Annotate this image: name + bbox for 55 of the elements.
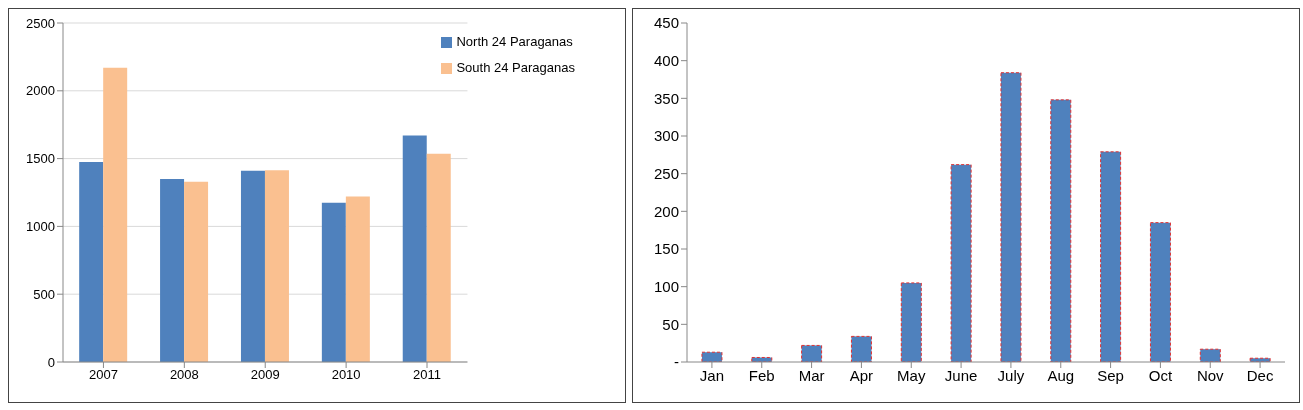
y-tick-label: 50 [662, 315, 679, 333]
bar [184, 181, 209, 362]
bar [850, 335, 872, 362]
bar [240, 170, 265, 362]
legend-label: North 24 Paraganas [456, 34, 573, 49]
bar [1000, 72, 1022, 362]
x-tick-label: 2007 [88, 367, 118, 383]
y-tick-label: 450 [653, 14, 679, 32]
bar [79, 161, 104, 362]
bar [701, 351, 723, 362]
y-tick-label: 350 [653, 89, 679, 107]
y-tick-label: 200 [653, 202, 679, 220]
bar [321, 202, 346, 362]
bar [950, 164, 972, 362]
x-tick-label: July [997, 366, 1025, 384]
bar [345, 196, 370, 362]
x-tick-label: 2009 [250, 367, 280, 383]
y-tick-label: 2500 [26, 15, 55, 31]
x-tick-label: Sep [1097, 366, 1124, 384]
y-tick-label: 0 [47, 354, 55, 370]
y-tick-label: 1500 [26, 151, 55, 167]
x-tick-label: Mar [798, 366, 825, 384]
y-tick-label: 300 [653, 127, 679, 145]
bar [1050, 99, 1072, 362]
y-tick-label: 1000 [26, 219, 55, 235]
y-tick-label: 2000 [26, 83, 55, 99]
y-tick-label: - [674, 353, 679, 371]
bar [900, 282, 922, 362]
x-tick-label: Dec [1246, 366, 1274, 384]
bar [264, 170, 289, 362]
x-tick-label: May [897, 366, 926, 384]
x-tick-label: Jan [699, 366, 725, 384]
y-tick-label: 400 [653, 51, 679, 69]
legend-label: South 24 Paraganas [456, 60, 575, 75]
x-tick-label: Aug [1047, 366, 1075, 384]
bar [1149, 222, 1171, 362]
bar [801, 344, 823, 362]
bar [160, 178, 185, 362]
y-tick-label: 500 [33, 286, 55, 302]
x-tick-label: Nov [1196, 366, 1225, 384]
bar [103, 67, 128, 362]
bar [1199, 348, 1221, 362]
x-tick-label: Feb [748, 366, 775, 384]
x-tick-label: 2010 [331, 367, 361, 383]
y-tick-label: 250 [653, 164, 679, 182]
y-tick-label: 100 [653, 277, 679, 295]
x-tick-label: Apr [849, 366, 874, 384]
x-tick-label: June [944, 366, 978, 384]
x-tick-label: 2011 [413, 367, 441, 383]
x-tick-label: 2008 [169, 367, 199, 383]
y-tick-label: 150 [653, 240, 679, 258]
bar [1100, 151, 1122, 362]
x-tick-label: Oct [1148, 366, 1173, 384]
bar [402, 135, 427, 362]
bar [426, 153, 451, 362]
